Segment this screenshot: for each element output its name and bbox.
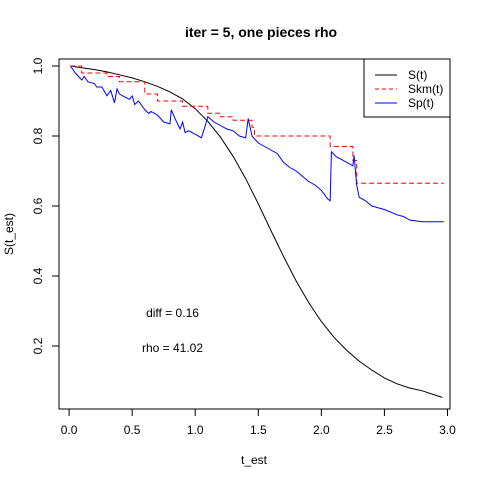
legend-box	[363, 58, 451, 118]
x-tick-label: 2.5	[376, 423, 393, 437]
series-sp-t	[69, 65, 444, 223]
y-tick-label: 0.2	[31, 337, 45, 354]
y-tick-label: 0.6	[31, 197, 45, 214]
x-tick-label: 0.0	[61, 423, 78, 437]
series-s-t	[70, 65, 443, 398]
y-axis: 0.2 0.4 0.6 0.8 1.0	[31, 57, 60, 354]
x-tick-label: 2.0	[313, 423, 330, 437]
series-layer	[69, 65, 444, 398]
x-axis-label: t_est	[241, 453, 268, 467]
y-tick-label: 0.8	[31, 127, 45, 144]
x-axis: 0.0 0.5 1.0 1.5 2.0 2.5 3.0	[61, 408, 456, 437]
y-tick-label: 1.0	[31, 57, 45, 74]
chart-title: iter = 5, one pieces rho	[185, 24, 337, 40]
series-skm-t	[70, 65, 444, 184]
legend: S(t) Skm(t) Sp(t)	[363, 58, 451, 118]
diff-annotation: diff = 0.16	[146, 306, 199, 320]
x-tick-label: 1.5	[250, 423, 267, 437]
x-tick-label: 3.0	[439, 423, 456, 437]
x-tick-label: 1.0	[187, 423, 204, 437]
legend-label-s: S(t)	[408, 68, 427, 82]
x-tick-label: 0.5	[124, 423, 141, 437]
y-tick-label: 0.4	[31, 267, 45, 284]
rho-annotation: rho = 41.02	[142, 341, 203, 355]
legend-label-sp: Sp(t)	[408, 96, 434, 110]
legend-label-skm: Skm(t)	[408, 82, 443, 96]
y-axis-label: S(t_est)	[2, 213, 16, 255]
